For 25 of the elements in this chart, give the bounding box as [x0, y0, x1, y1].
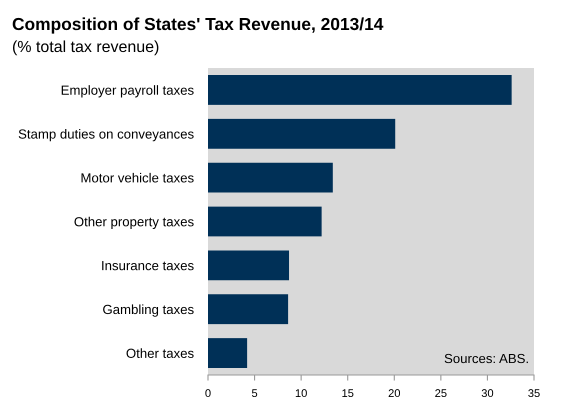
bar [208, 206, 322, 236]
bar [208, 338, 248, 368]
y-tick-label: Gambling taxes [103, 304, 194, 317]
x-tick-label: 30 [482, 389, 494, 398]
y-tick-label: Insurance taxes [102, 261, 194, 270]
x-tick-label: 35 [528, 389, 540, 398]
x-tick-label: 0 [205, 389, 211, 398]
x-tick-label: 20 [388, 389, 400, 398]
y-tick-label: Stamp duties on conveyances [18, 129, 194, 142]
chart-title: Composition of States' Tax Revenue, 2013/14 [12, 17, 384, 34]
bar [208, 75, 512, 105]
x-tick-label: 25 [435, 389, 447, 398]
x-tick-label: 15 [342, 389, 354, 398]
bar [208, 162, 333, 193]
chart-subtitle: (% total tax revenue) [12, 40, 158, 56]
bar [208, 250, 290, 280]
annotation: Sources: ABS. [444, 354, 528, 364]
y-tick-label: Other taxes [126, 348, 194, 358]
y-tick-label: Employer payroll taxes [62, 85, 194, 98]
x-tick-label: 10 [296, 389, 307, 398]
bar [208, 294, 288, 324]
y-tick-label: Motor vehicle taxes [82, 172, 194, 183]
bar [208, 118, 396, 149]
y-tick-label: Other property taxes [74, 216, 194, 230]
x-tick-label: 5 [252, 389, 258, 398]
